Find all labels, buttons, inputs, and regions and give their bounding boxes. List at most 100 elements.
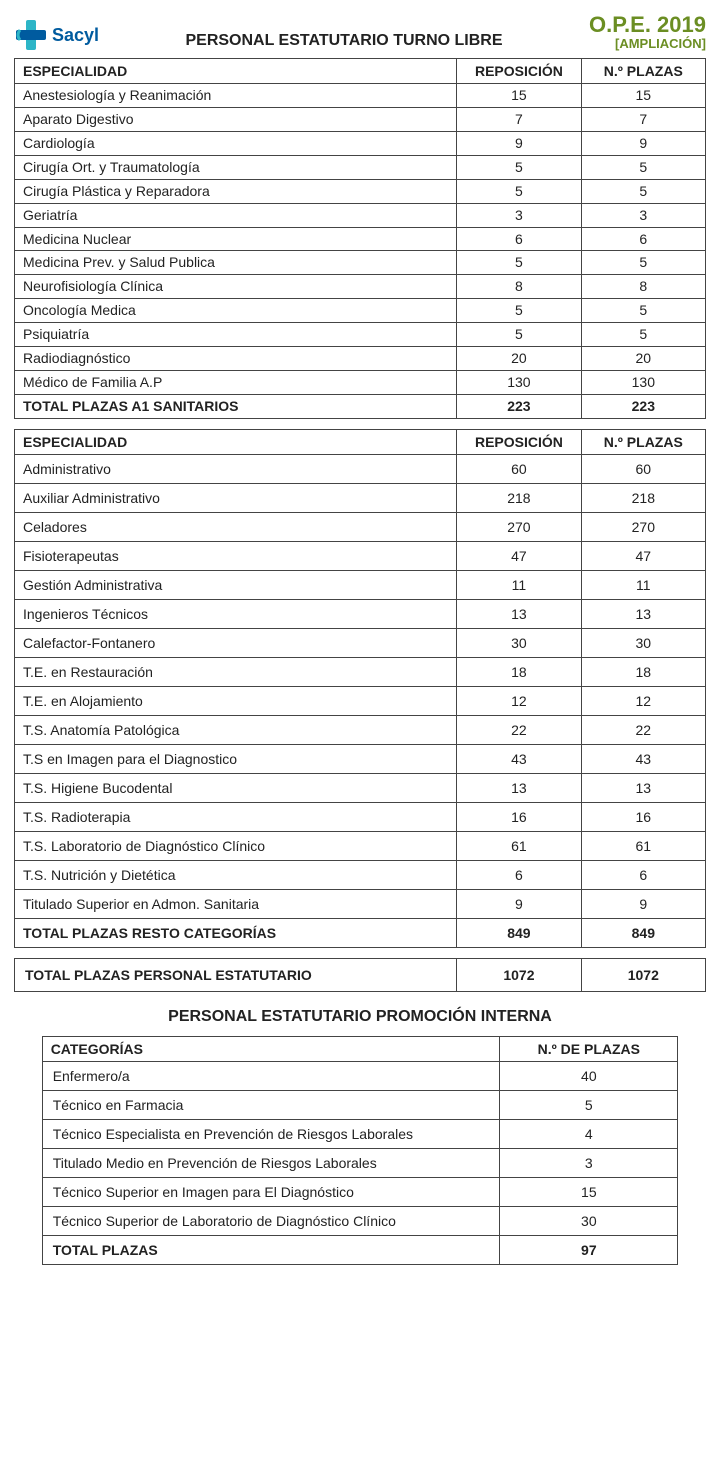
- grand-total-np: 1072: [581, 958, 705, 991]
- table-row: Titulado Superior en Admon. Sanitaria99: [15, 889, 706, 918]
- cell-name: Psiquiatría: [15, 323, 457, 347]
- document-header: Sacyl PERSONAL ESTATUTARIO TURNO LIBRE O…: [14, 12, 706, 52]
- cell-name: Aparato Digestivo: [15, 108, 457, 132]
- grand-total-row: TOTAL PLAZAS PERSONAL ESTATUTARIO 1072 1…: [15, 958, 706, 991]
- table-a1-sanitarios: ESPECIALIDAD REPOSICIÓN N.º PLAZAS Anest…: [14, 58, 706, 418]
- col-reposicion: REPOSICIÓN: [457, 59, 581, 84]
- table-promocion-interna: CATEGORÍAS N.º DE PLAZAS Enfermero/a40Té…: [42, 1036, 679, 1265]
- cell-value: 5: [457, 155, 581, 179]
- cell-value: 40: [500, 1061, 678, 1090]
- table-resto-categorias: ESPECIALIDAD REPOSICIÓN N.º PLAZAS Admin…: [14, 429, 706, 948]
- cell-value: 6: [581, 227, 705, 251]
- table-row: Cirugía Plástica y Reparadora55: [15, 179, 706, 203]
- total-rep: 223: [457, 394, 581, 418]
- cell-name: T.S. Nutrición y Dietética: [15, 860, 457, 889]
- col-nplazas: N.º PLAZAS: [581, 59, 705, 84]
- cell-name: Cirugía Plástica y Reparadora: [15, 179, 457, 203]
- logo: Sacyl: [14, 18, 99, 52]
- table-row: Auxiliar Administrativo218218: [15, 483, 706, 512]
- table-row: Técnico Superior en Imagen para El Diagn…: [42, 1177, 678, 1206]
- table-row: T.S. Radioterapia1616: [15, 802, 706, 831]
- cell-value: 20: [457, 347, 581, 371]
- cell-value: 30: [500, 1206, 678, 1235]
- cell-value: 5: [500, 1090, 678, 1119]
- table-row: Administrativo6060: [15, 454, 706, 483]
- cell-name: Auxiliar Administrativo: [15, 483, 457, 512]
- sacyl-cross-icon: [14, 18, 48, 52]
- cell-name: Titulado Superior en Admon. Sanitaria: [15, 889, 457, 918]
- cell-value: 11: [457, 570, 581, 599]
- cell-name: Técnico en Farmacia: [42, 1090, 500, 1119]
- table-row: T.E. en Alojamiento1212: [15, 686, 706, 715]
- cell-value: 130: [457, 370, 581, 394]
- table-row: T.S. Higiene Bucodental1313: [15, 773, 706, 802]
- cell-value: 5: [581, 299, 705, 323]
- cell-value: 22: [581, 715, 705, 744]
- table-row: Anestesiología y Reanimación1515: [15, 84, 706, 108]
- cell-name: Técnico Superior en Imagen para El Diagn…: [42, 1177, 500, 1206]
- cell-value: 15: [457, 84, 581, 108]
- cell-value: 5: [581, 155, 705, 179]
- total-label: TOTAL PLAZAS: [42, 1235, 500, 1264]
- cell-value: 5: [581, 179, 705, 203]
- table-row: T.S. Nutrición y Dietética66: [15, 860, 706, 889]
- col-nplazas: N.º PLAZAS: [581, 429, 705, 454]
- grand-total-label: TOTAL PLAZAS PERSONAL ESTATUTARIO: [15, 958, 457, 991]
- table-row: Fisioterapeutas4747: [15, 541, 706, 570]
- table-row: Ingenieros Técnicos1313: [15, 599, 706, 628]
- cell-name: Técnico Superior de Laboratorio de Diagn…: [42, 1206, 500, 1235]
- cell-value: 18: [457, 657, 581, 686]
- cell-value: 61: [581, 831, 705, 860]
- cell-value: 18: [581, 657, 705, 686]
- cell-name: Oncología Medica: [15, 299, 457, 323]
- total-np: 849: [581, 918, 705, 947]
- cell-value: 30: [581, 628, 705, 657]
- cell-value: 130: [581, 370, 705, 394]
- cell-name: Anestesiología y Reanimación: [15, 84, 457, 108]
- total-label: TOTAL PLAZAS A1 SANITARIOS: [15, 394, 457, 418]
- cell-name: Fisioterapeutas: [15, 541, 457, 570]
- cell-value: 15: [500, 1177, 678, 1206]
- cell-value: 5: [581, 323, 705, 347]
- cell-value: 60: [457, 454, 581, 483]
- table-row: Cirugía Ort. y Traumatología55: [15, 155, 706, 179]
- cell-name: Cardiología: [15, 132, 457, 156]
- col-especialidad: ESPECIALIDAD: [15, 429, 457, 454]
- cell-value: 5: [457, 251, 581, 275]
- cell-value: 60: [581, 454, 705, 483]
- cell-value: 16: [457, 802, 581, 831]
- section-promocion-interna-title: PERSONAL ESTATUTARIO PROMOCIÓN INTERNA: [14, 1008, 706, 1026]
- table-total-row: TOTAL PLAZAS A1 SANITARIOS 223 223: [15, 394, 706, 418]
- table-row: Psiquiatría55: [15, 323, 706, 347]
- cell-value: 15: [581, 84, 705, 108]
- cell-value: 9: [457, 889, 581, 918]
- cell-value: 5: [457, 323, 581, 347]
- cell-name: Geriatría: [15, 203, 457, 227]
- cell-name: T.S en Imagen para el Diagnostico: [15, 744, 457, 773]
- table-row: Medicina Prev. y Salud Publica55: [15, 251, 706, 275]
- cell-name: Técnico Especialista en Prevención de Ri…: [42, 1119, 500, 1148]
- cell-name: Ingenieros Técnicos: [15, 599, 457, 628]
- cell-value: 3: [581, 203, 705, 227]
- table-header-row: CATEGORÍAS N.º DE PLAZAS: [42, 1036, 678, 1061]
- table-header-row: ESPECIALIDAD REPOSICIÓN N.º PLAZAS: [15, 59, 706, 84]
- cell-name: Administrativo: [15, 454, 457, 483]
- cell-value: 9: [581, 889, 705, 918]
- table-row: T.E. en Restauración1818: [15, 657, 706, 686]
- cell-name: Neurofisiología Clínica: [15, 275, 457, 299]
- cell-name: Titulado Medio en Prevención de Riesgos …: [42, 1148, 500, 1177]
- cell-value: 47: [581, 541, 705, 570]
- cell-value: 11: [581, 570, 705, 599]
- table-row: Neurofisiología Clínica88: [15, 275, 706, 299]
- col-especialidad: ESPECIALIDAD: [15, 59, 457, 84]
- col-reposicion: REPOSICIÓN: [457, 429, 581, 454]
- cell-value: 61: [457, 831, 581, 860]
- cell-value: 16: [581, 802, 705, 831]
- table-row: Cardiología99: [15, 132, 706, 156]
- cell-value: 9: [581, 132, 705, 156]
- table-row: Técnico Superior de Laboratorio de Diagn…: [42, 1206, 678, 1235]
- cell-name: T.S. Laboratorio de Diagnóstico Clínico: [15, 831, 457, 860]
- cell-value: 3: [500, 1148, 678, 1177]
- cell-value: 218: [457, 483, 581, 512]
- total-rep: 849: [457, 918, 581, 947]
